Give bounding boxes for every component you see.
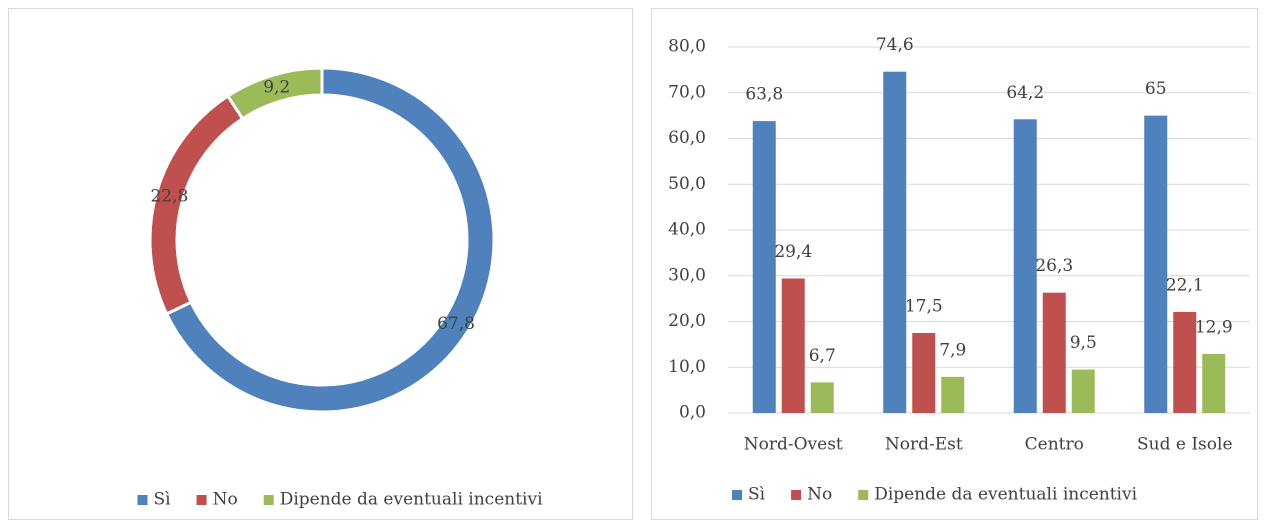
y-tick-label: 50,0 [668, 174, 706, 194]
y-tick-label: 70,0 [668, 82, 706, 102]
y-tick-label: 30,0 [668, 265, 706, 285]
legend-label: Sì [153, 490, 171, 510]
x-tick-label: Sud e Isole [1137, 435, 1233, 455]
bar [883, 71, 907, 413]
x-tick-label: Centro [1025, 435, 1084, 455]
bar [1071, 369, 1095, 413]
x-tick-label: Nord-Est [885, 435, 963, 455]
data-label: 29,4 [774, 242, 812, 262]
y-tick-label: 20,0 [668, 311, 706, 331]
legend-swatch [858, 490, 869, 500]
data-label: 67,8 [437, 314, 475, 334]
bar [941, 376, 965, 413]
bar [781, 278, 805, 413]
data-label: 22,1 [1166, 275, 1204, 295]
legend-label: Dipende da eventuali incentivi [280, 490, 543, 510]
data-label: 6,7 [809, 346, 836, 366]
legend-label: Sì [748, 485, 766, 505]
legend-swatch [196, 495, 207, 505]
legend-label: Dipende da eventuali incentivi [874, 485, 1137, 505]
legend-swatch [137, 495, 148, 505]
bar [810, 382, 834, 413]
data-label: 7,9 [939, 340, 966, 360]
legend-label: No [213, 490, 238, 510]
bar [752, 121, 776, 414]
x-tick-label: Nord-Ovest [744, 435, 843, 455]
data-label: 9,5 [1070, 333, 1097, 353]
data-label: 9,2 [263, 78, 290, 98]
data-label: 17,5 [905, 296, 943, 316]
bar [1202, 353, 1226, 413]
legend-label: No [807, 485, 832, 505]
legend-swatch [263, 495, 274, 505]
bar [1042, 292, 1066, 413]
data-label: 64,2 [1006, 83, 1044, 103]
y-tick-label: 80,0 [668, 37, 706, 57]
donut-slice [164, 66, 496, 414]
data-label: 74,6 [876, 35, 914, 55]
data-label: 12,9 [1195, 317, 1233, 337]
bar [1013, 119, 1037, 413]
bar [1173, 311, 1197, 413]
data-label: 26,3 [1035, 256, 1073, 276]
data-label: 65 [1145, 79, 1167, 99]
y-tick-label: 0,0 [679, 403, 706, 423]
bar [912, 332, 936, 413]
y-tick-label: 40,0 [668, 220, 706, 240]
bar [1144, 115, 1168, 413]
y-tick-label: 10,0 [668, 357, 706, 377]
data-label: 63,8 [745, 85, 783, 105]
legend-swatch [791, 490, 802, 500]
donut-slice [225, 66, 324, 121]
y-tick-label: 60,0 [668, 128, 706, 148]
data-label: 22,8 [150, 187, 188, 207]
legend-swatch [732, 490, 742, 500]
